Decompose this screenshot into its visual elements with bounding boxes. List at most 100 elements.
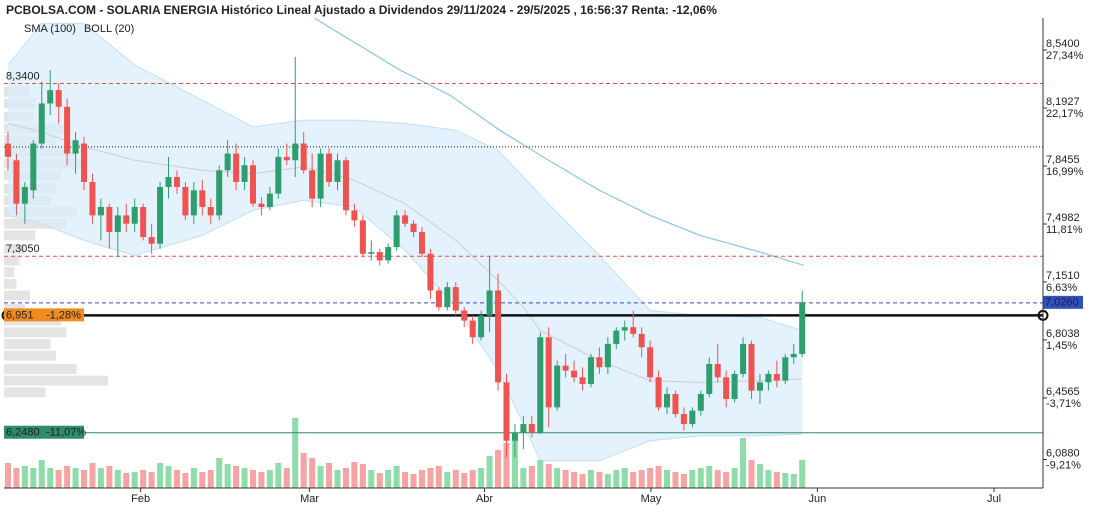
volume-profile-bar	[4, 350, 56, 361]
volume-bar	[537, 460, 544, 488]
volume-bar	[638, 470, 645, 488]
candle-body	[520, 424, 527, 433]
x-tick-label: Abr	[476, 493, 493, 505]
volume-bar	[571, 472, 578, 488]
volume-profile-bar	[4, 363, 77, 374]
y-tick-change: -9,21%	[1046, 459, 1081, 471]
level-change: -11,07%	[46, 427, 86, 439]
x-tick-label: Mar	[300, 493, 319, 505]
candle-body	[697, 394, 704, 411]
volume-profile-bar	[4, 243, 25, 254]
volume-bar	[604, 474, 611, 488]
volume-bar	[233, 466, 240, 488]
candle-body	[4, 143, 11, 157]
candle-body	[140, 207, 147, 238]
volume-bar	[452, 470, 459, 488]
candle-body	[249, 165, 256, 204]
candle-body	[621, 327, 628, 331]
volume-bar	[89, 463, 96, 488]
y-tick-change: 27,34%	[1046, 50, 1084, 62]
candle-body	[689, 410, 696, 425]
volume-bar	[740, 438, 747, 488]
candle-body	[216, 170, 223, 216]
candle-body	[292, 143, 299, 161]
candle-body	[773, 373, 780, 381]
candle-body	[672, 394, 679, 415]
candle-body	[241, 165, 248, 182]
level-label-box	[4, 308, 84, 322]
volume-bar	[13, 468, 20, 488]
volume-bar	[528, 466, 535, 488]
candle-body	[427, 253, 434, 291]
level-label: 6,2480	[6, 427, 40, 439]
candle-body	[799, 302, 806, 354]
volume-bar	[672, 472, 679, 488]
volume-bar	[376, 473, 383, 488]
candle-body	[537, 337, 544, 433]
candle-body	[89, 181, 96, 216]
volume-bar	[64, 466, 71, 488]
volume-bar	[157, 463, 164, 488]
volume-profile-bar	[4, 290, 30, 301]
candle-body	[114, 215, 121, 233]
candle-body	[782, 357, 789, 381]
candle-body	[664, 394, 671, 408]
volume-bar	[495, 450, 502, 488]
legend-entry: SMA (100)	[24, 23, 76, 35]
candle-body	[503, 382, 510, 441]
candle-body	[55, 90, 62, 107]
volume-bar	[106, 466, 113, 488]
volume-profile-bar	[4, 338, 51, 349]
volume-bar	[630, 472, 637, 488]
bollinger-fill	[7, 23, 803, 461]
volume-bar	[706, 466, 713, 488]
candle-body	[47, 90, 54, 104]
volume-bar	[81, 470, 88, 488]
volume-bar	[266, 470, 273, 488]
volume-bar	[190, 468, 197, 488]
candle-body	[72, 140, 79, 154]
volume-bar	[97, 468, 104, 488]
candle-body	[21, 186, 28, 204]
volume-bar	[689, 470, 696, 488]
volume-profile-bar	[4, 375, 108, 386]
candle-body	[495, 290, 502, 383]
legend-entry: BOLL (20)	[84, 23, 134, 35]
candle-body	[554, 365, 561, 408]
y-tick-change: 16,99%	[1046, 166, 1084, 178]
volume-bar	[55, 470, 62, 488]
candle-body	[630, 327, 637, 334]
volume-bar	[613, 470, 620, 488]
candle-body	[334, 160, 341, 182]
y-tick-label: 7,8455	[1046, 154, 1080, 166]
candle-body	[190, 190, 197, 216]
volume-bar	[647, 468, 654, 488]
volume-profile-bar	[4, 230, 36, 241]
candle-body	[435, 290, 442, 308]
volume-bar	[427, 468, 434, 488]
candle-body	[173, 176, 180, 187]
candle-body	[64, 106, 71, 154]
y-tick-change: 6,63%	[1046, 282, 1077, 294]
candle-body	[359, 220, 366, 254]
volume-bar	[275, 463, 282, 488]
x-tick-label: Jul	[987, 493, 1001, 505]
volume-bar	[368, 470, 375, 488]
candle-body	[199, 190, 206, 208]
level-label-box	[1043, 295, 1083, 309]
volume-bar	[511, 438, 518, 488]
candle-body	[418, 232, 425, 254]
y-tick-label: 7,4982	[1046, 212, 1080, 224]
candle-body	[731, 373, 738, 400]
candle-body	[266, 193, 273, 208]
volume-bar	[579, 474, 586, 488]
candle-body	[106, 207, 113, 233]
candle-body	[385, 247, 392, 261]
candle-body	[182, 186, 189, 216]
volume-profile-bar	[4, 327, 67, 338]
y-tick-change: 1,45%	[1046, 340, 1077, 352]
volume-bar	[461, 473, 468, 488]
y-tick-change: -3,71%	[1046, 398, 1081, 410]
candle-body	[765, 373, 772, 383]
candle-body	[545, 337, 552, 408]
